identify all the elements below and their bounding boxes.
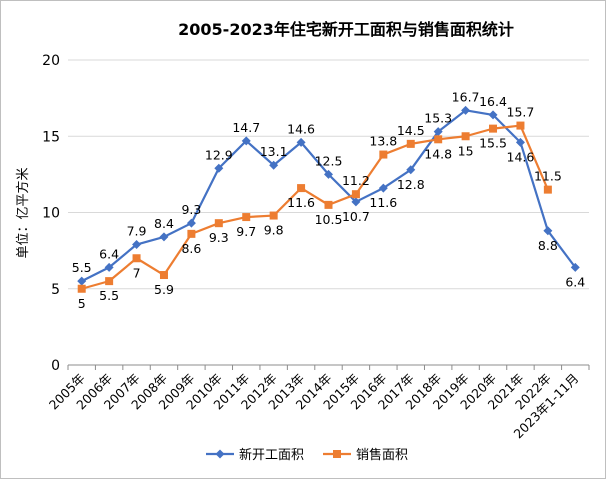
- data-point: [406, 165, 416, 175]
- data-point: [159, 232, 169, 242]
- data-point: [543, 185, 552, 194]
- data-label: 16.7: [452, 89, 480, 104]
- data-point: [515, 137, 525, 147]
- data-label: 10.5: [315, 212, 343, 227]
- data-label: 13.1: [260, 144, 288, 159]
- data-point: [488, 110, 498, 120]
- data-point: [132, 254, 141, 263]
- data-point: [461, 105, 471, 115]
- data-label: 8.8: [538, 238, 558, 253]
- legend-marker: [333, 450, 341, 458]
- data-label: 7.9: [127, 224, 147, 239]
- data-point: [570, 262, 580, 272]
- data-label: 5.9: [154, 282, 174, 297]
- data-label: 11.2: [342, 173, 370, 188]
- data-point: [269, 211, 278, 220]
- data-point: [77, 276, 87, 286]
- legend-marker: [215, 449, 225, 459]
- data-label: 14.5: [397, 123, 425, 138]
- data-label: 9.3: [181, 202, 201, 217]
- data-label: 15: [458, 143, 474, 158]
- y-axis-ticks: 0 5 10 15 20: [42, 53, 60, 374]
- y-tick-label: 10: [42, 206, 60, 222]
- data-label: 8.6: [181, 241, 201, 256]
- grid: [68, 59, 589, 366]
- data-point: [351, 190, 360, 199]
- data-point: [132, 240, 142, 250]
- data-point: [489, 124, 498, 133]
- data-label: 15.7: [507, 105, 535, 120]
- data-label: 9.3: [209, 230, 229, 245]
- data-point: [104, 262, 114, 272]
- data-point: [77, 284, 86, 293]
- series-line-1: [81, 124, 549, 290]
- data-label: 5.5: [72, 260, 92, 275]
- data-point: [159, 271, 168, 280]
- data-point: [242, 213, 251, 222]
- data-label: 5.5: [99, 288, 119, 303]
- data-label: 14.6: [507, 149, 535, 164]
- data-point: [296, 137, 306, 147]
- y-tick-label: 20: [42, 53, 60, 69]
- y-tick-label: 15: [42, 129, 60, 145]
- data-label: 15.5: [479, 136, 507, 151]
- data-label: 16.4: [479, 94, 507, 109]
- data-label: 7: [133, 265, 141, 280]
- data-labels: 5.5 5 6.4 5.5 7.9 7 8.4 5.9 9.3 8.6 12.9 9.3 14.7 9.7…: [72, 89, 586, 310]
- data-label: 14.8: [424, 146, 452, 161]
- y-axis-label: 单位：亿平方米: [15, 167, 31, 258]
- data-point: [516, 121, 525, 130]
- data-label: 12.9: [205, 147, 233, 162]
- x-axis-ticks: 2005年2006年2007年2008年2009年2010年2011年2012年…: [46, 365, 590, 441]
- data-label: 6.4: [99, 246, 119, 261]
- data-label: 13.8: [369, 134, 397, 149]
- data-point: [351, 197, 361, 207]
- data-label: 14.7: [232, 120, 260, 135]
- data-point: [378, 183, 388, 193]
- data-point: [214, 219, 223, 228]
- data-point: [297, 184, 306, 193]
- data-point: [543, 226, 553, 236]
- data-point: [324, 200, 333, 209]
- data-point: [269, 160, 279, 170]
- legend: 新开工面积 销售面积: [206, 447, 408, 463]
- data-point: [324, 169, 333, 179]
- data-label: 12.8: [397, 177, 425, 192]
- data-label: 10.7: [342, 209, 370, 224]
- data-point: [433, 127, 443, 137]
- data-label: 11.5: [534, 169, 562, 184]
- data-label: 11.6: [369, 195, 397, 210]
- data-point: [379, 150, 388, 159]
- data-point: [105, 277, 114, 286]
- data-point: [241, 136, 251, 146]
- data-label: 9.8: [264, 223, 284, 238]
- y-tick-label: 5: [51, 282, 60, 298]
- data-point: [461, 132, 470, 141]
- data-point: [434, 135, 443, 144]
- chart-title: 2005-2023年住宅新开工面积与销售面积统计: [178, 20, 514, 39]
- data-label: 9.7: [236, 224, 256, 239]
- data-label: 11.6: [287, 195, 315, 210]
- data-label: 8.4: [154, 216, 174, 231]
- data-label: 15.3: [424, 111, 452, 126]
- data-label: 5: [78, 296, 86, 311]
- y-tick-label: 0: [51, 358, 60, 374]
- data-point: [187, 229, 196, 238]
- series: [77, 105, 580, 293]
- legend-label: 新开工面积: [239, 447, 304, 463]
- data-label: 6.4: [565, 274, 585, 289]
- data-label: 14.6: [287, 121, 315, 136]
- data-label: 12.5: [315, 153, 343, 168]
- data-point: [406, 139, 415, 148]
- data-point: [214, 163, 224, 173]
- legend-label: 销售面积: [356, 447, 408, 463]
- data-point: [186, 218, 196, 228]
